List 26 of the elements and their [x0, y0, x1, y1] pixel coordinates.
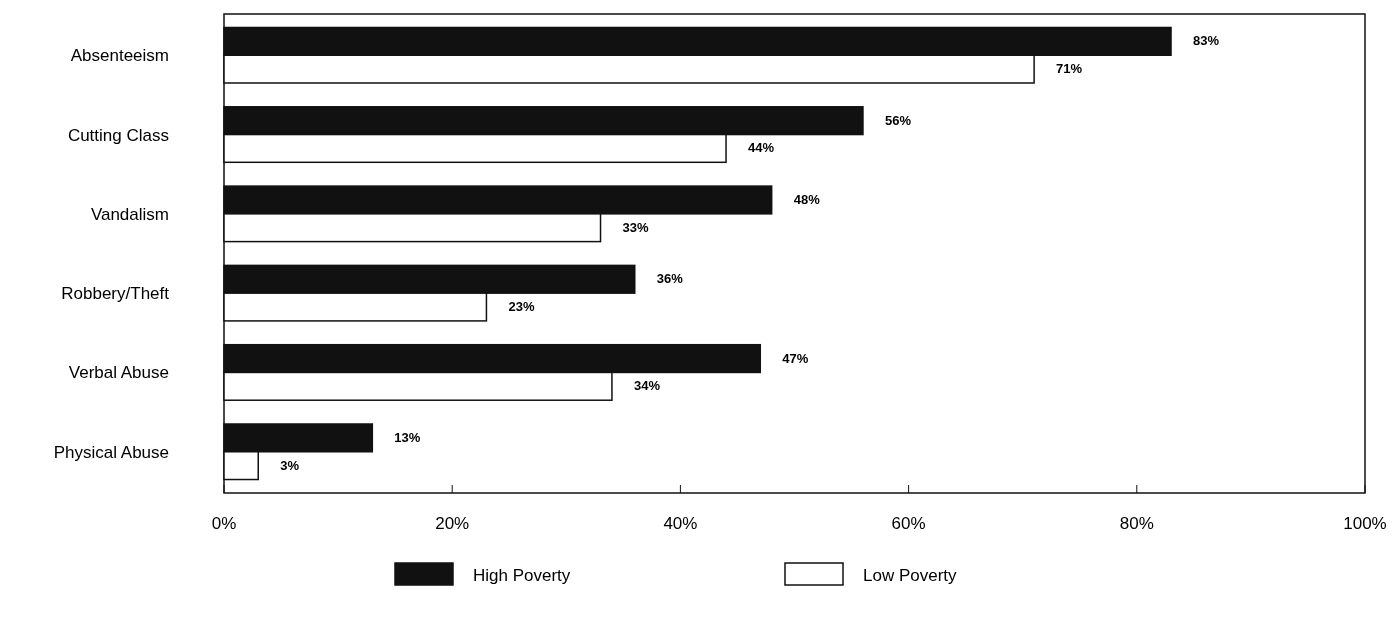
data-label: 48% [793, 191, 821, 207]
data-label: 13% [394, 429, 421, 445]
legend-label: High Poverty [473, 566, 571, 585]
y-tick-label: Robbery/Theft [61, 284, 170, 304]
data-label: 33% [622, 219, 649, 235]
x-tick-label: 60% [891, 514, 926, 533]
data-label: 36% [656, 271, 684, 287]
data-label: 56% [884, 112, 912, 128]
data-label: 34% [633, 378, 661, 394]
x-tick-label: 0% [211, 514, 237, 533]
data-label: 3% [280, 457, 300, 473]
x-tick-label: 20% [435, 514, 470, 533]
y-tick-label: Absenteeism [70, 46, 169, 66]
y-tick-label: Cutting Class [67, 125, 169, 145]
x-tick-label: 40% [663, 514, 698, 533]
y-tick-label: Physical Abuse [53, 442, 169, 462]
data-label: 47% [782, 350, 809, 366]
data-label: 83% [1193, 33, 1220, 49]
data-label: 23% [508, 299, 535, 315]
x-tick-label: 100% [1343, 514, 1387, 533]
data-label: 71% [1056, 61, 1083, 77]
data-label: 44% [748, 140, 775, 156]
legend-label: Low Poverty [863, 566, 958, 585]
x-tick-label: 80% [1119, 514, 1154, 533]
y-tick-label: Vandalism [90, 204, 169, 224]
y-tick-label: Verbal Abuse [68, 363, 169, 383]
